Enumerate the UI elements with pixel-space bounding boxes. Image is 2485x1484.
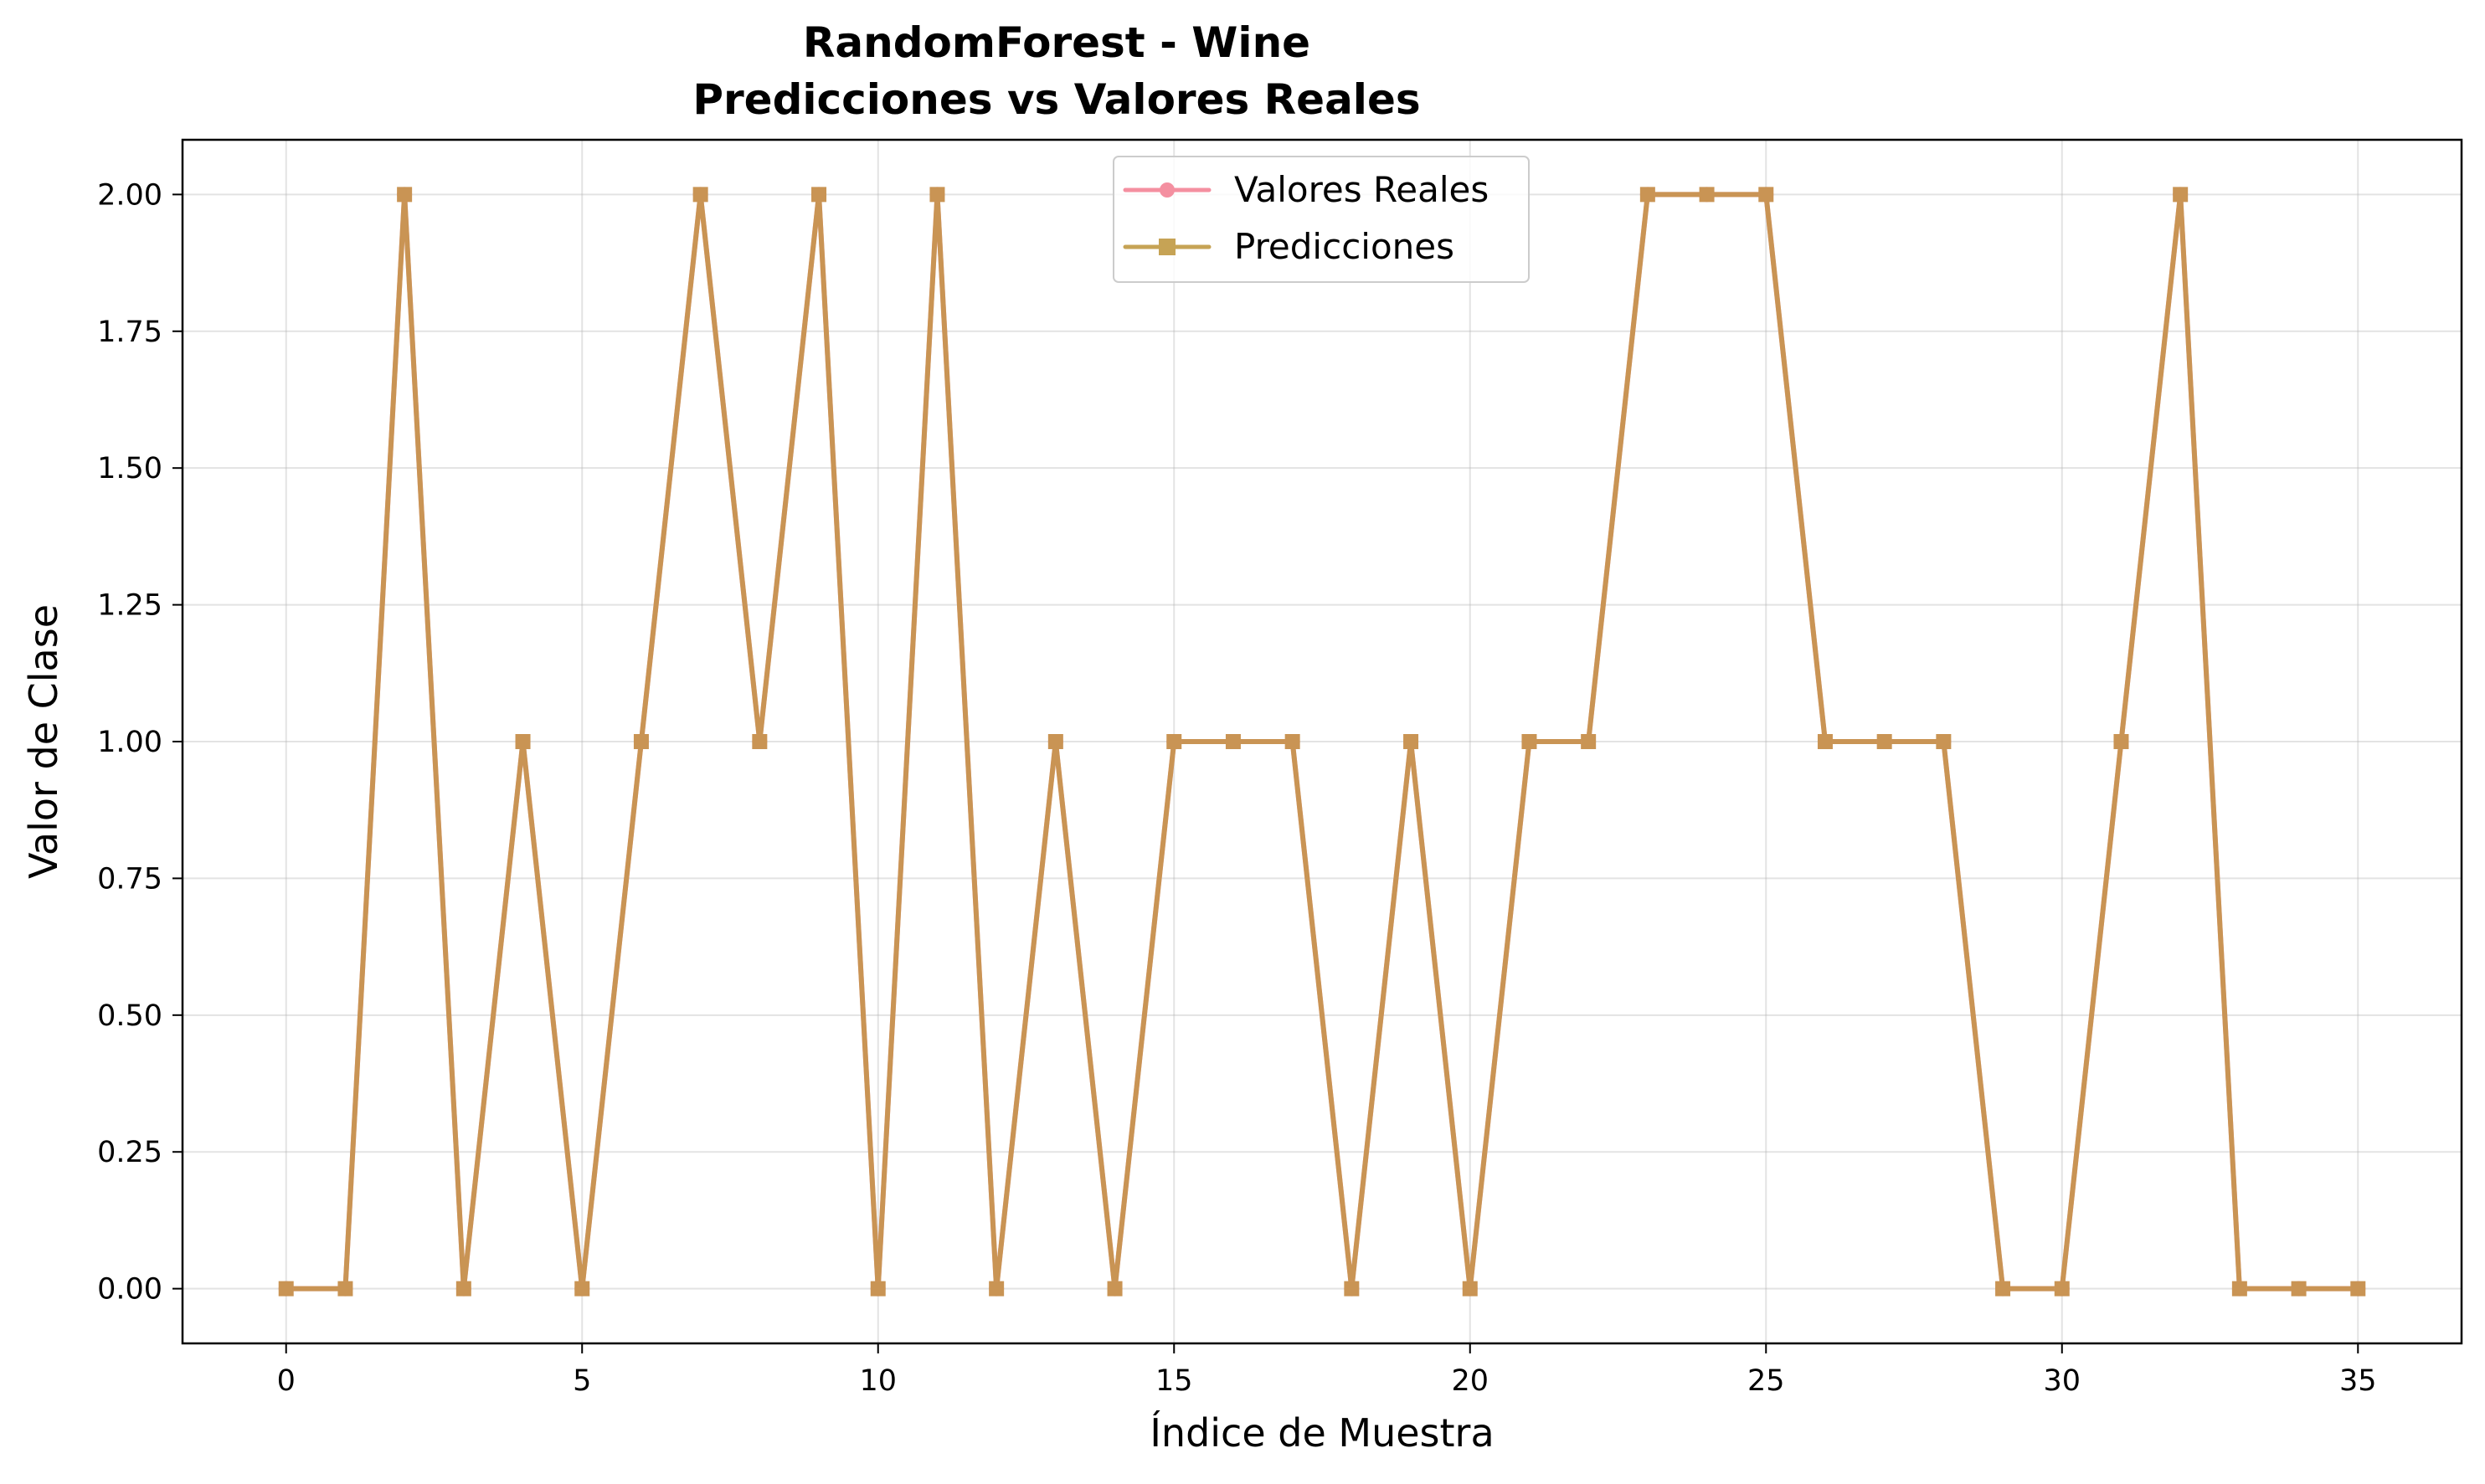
legend-marker-square: [1159, 239, 1176, 255]
data-point-square: [397, 187, 413, 203]
x-axis-ticks: 0 5 10 15 20 25 30 35: [277, 1343, 2377, 1398]
data-point-square: [1166, 734, 1182, 749]
y-tick-label: 0.00: [97, 1273, 162, 1307]
y-axis-ticks: 0.00 0.25 0.50 0.75 1.00 1.25 1.50 1.75 2.00: [97, 178, 183, 1307]
x-tick-label: 5: [573, 1364, 591, 1398]
data-point-square: [515, 734, 531, 749]
data-point-square: [633, 734, 649, 749]
y-tick-label: 1.25: [97, 589, 162, 623]
legend: Valores Reales Predicciones: [1113, 156, 1530, 283]
x-tick-label: 30: [2043, 1364, 2081, 1398]
data-point-square: [574, 1281, 590, 1297]
data-point-square: [1581, 734, 1597, 749]
data-point-square: [1639, 187, 1655, 203]
y-axis-label: Valor de Clase: [21, 604, 66, 879]
data-point-square: [692, 187, 708, 203]
data-point-square: [870, 1281, 886, 1297]
y-tick-label: 0.25: [97, 1136, 162, 1169]
chart-subtitle: Predicciones vs Valores Reales: [692, 75, 1420, 124]
y-tick-label: 1.75: [97, 316, 162, 349]
data-point-square: [455, 1281, 471, 1297]
data-point-square: [1225, 734, 1241, 749]
x-tick-label: 35: [2339, 1364, 2377, 1398]
y-tick-label: 0.75: [97, 862, 162, 896]
x-tick-label: 15: [1155, 1364, 1193, 1398]
y-tick-label: 1.00: [97, 726, 162, 759]
x-tick-label: 20: [1451, 1364, 1489, 1398]
y-tick-label: 1.50: [97, 452, 162, 485]
legend-label-predicciones: Predicciones: [1234, 226, 1454, 267]
data-point-square: [1403, 734, 1419, 749]
data-point-square: [2054, 1281, 2070, 1297]
data-point-square: [278, 1281, 294, 1297]
x-axis-label: Índice de Muestra: [1150, 1410, 1494, 1456]
y-tick-label: 0.50: [97, 999, 162, 1033]
data-point-square: [2173, 187, 2189, 203]
y-tick-label: 2.00: [97, 178, 162, 212]
data-point-square: [1521, 734, 1537, 749]
data-point-square: [2113, 734, 2129, 749]
data-point-square: [1817, 734, 1833, 749]
data-point-square: [1462, 1281, 1478, 1297]
x-tick-label: 0: [277, 1364, 296, 1398]
data-point-square: [2291, 1281, 2307, 1297]
data-point-square: [1699, 187, 1715, 203]
data-point-square: [1107, 1281, 1123, 1297]
data-point-square: [1936, 734, 1952, 749]
data-point-square: [1344, 1281, 1360, 1297]
series-line-predicciones: [286, 192, 2359, 1291]
data-point-square: [1284, 734, 1300, 749]
data-point-square: [337, 1281, 353, 1297]
series-lines: [286, 192, 2359, 1291]
legend-box: [1113, 156, 1530, 283]
data-point-square: [752, 734, 768, 749]
data-point-square: [929, 187, 945, 203]
legend-marker-circle: [1160, 182, 1175, 198]
legend-label-valores-reales: Valores Reales: [1234, 169, 1489, 210]
data-point-square: [1758, 187, 1774, 203]
data-point-square: [1995, 1281, 2011, 1297]
x-tick-label: 25: [1747, 1364, 1785, 1398]
x-tick-label: 10: [859, 1364, 897, 1398]
data-point-square: [1047, 734, 1063, 749]
data-point-square: [1876, 734, 1892, 749]
chart-title: RandomForest - Wine: [803, 18, 1310, 67]
data-point-square: [2350, 1281, 2366, 1297]
data-point-square: [811, 187, 827, 203]
series-markers: [278, 187, 2366, 1297]
data-point-square: [989, 1281, 1005, 1297]
data-point-square: [2231, 1281, 2247, 1297]
